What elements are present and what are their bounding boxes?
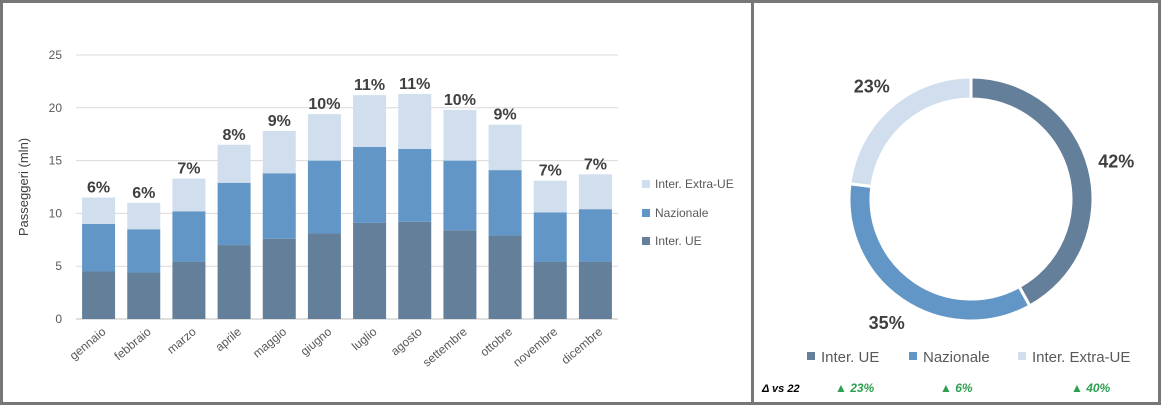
bar-segment-nazionale bbox=[172, 211, 206, 262]
legend-label: Nazionale bbox=[655, 206, 709, 220]
bar-segment-inter-extra-ue bbox=[443, 109, 477, 161]
legend-label: Inter. Extra-UE bbox=[1032, 349, 1130, 366]
bar-segment-inter-ue bbox=[262, 238, 296, 319]
bar-segment-inter-extra-ue bbox=[262, 131, 296, 174]
y-tick-label: 15 bbox=[49, 154, 63, 168]
bar-segment-inter-ue bbox=[353, 222, 387, 319]
x-tick-label: ottobre bbox=[477, 324, 515, 359]
bar-segment-nazionale bbox=[398, 148, 432, 222]
bar-total-label: 11% bbox=[354, 77, 385, 94]
x-tick-label: luglio bbox=[349, 324, 380, 353]
bar-total-label: 11% bbox=[399, 76, 430, 93]
bar-total-label: 7% bbox=[177, 161, 200, 178]
bar-total-label: 10% bbox=[444, 92, 476, 109]
y-tick-label: 5 bbox=[55, 259, 62, 273]
bar-total-label: 9% bbox=[494, 107, 517, 124]
bar-segment-inter-ue bbox=[398, 221, 432, 319]
bar-segment-nazionale bbox=[443, 160, 477, 231]
legend-swatch bbox=[642, 237, 650, 245]
y-tick-label: 10 bbox=[49, 206, 63, 220]
bar-segment-inter-extra-ue bbox=[398, 94, 432, 149]
x-tick-label: maggio bbox=[250, 324, 289, 360]
donut-slice-inter-ue bbox=[969, 75, 1095, 308]
x-tick-label: gennaio bbox=[67, 324, 109, 362]
bar-segment-inter-ue bbox=[307, 233, 341, 319]
x-tick-label: giugno bbox=[298, 324, 335, 358]
bar-segment-inter-ue bbox=[217, 245, 251, 319]
bar-segment-inter-extra-ue bbox=[578, 174, 612, 210]
bar-segment-inter-extra-ue bbox=[533, 180, 567, 213]
delta-title: Δ vs 22 bbox=[761, 383, 800, 395]
bar-total-label: 6% bbox=[132, 185, 155, 202]
legend-label: Inter. Extra-UE bbox=[655, 177, 734, 191]
legend-swatch bbox=[807, 352, 815, 360]
bar-segment-nazionale bbox=[488, 170, 522, 236]
share-donut-panel: 42% 35% 23% Inter. UE Nazionale Inter. Extra-… bbox=[757, 6, 1161, 405]
bar-segment-inter-ue bbox=[578, 261, 612, 319]
share-donut-chart: 42% 35% 23% Inter. UE Nazionale Inter. Extra-… bbox=[761, 75, 1134, 395]
bar-total-label: 7% bbox=[539, 163, 562, 180]
x-tick-label: dicembre bbox=[559, 324, 606, 367]
bar-segment-inter-ue bbox=[488, 235, 522, 319]
bar-segment-nazionale bbox=[217, 182, 251, 246]
bar-segment-inter-extra-ue bbox=[172, 178, 206, 212]
donut-value-label: 23% bbox=[854, 76, 890, 96]
bar-segment-inter-extra-ue bbox=[82, 197, 116, 224]
monthly-bar-chart: 0 5 10 15 20 25 Passeggeri (mln) 6% gennaio 6% feb… bbox=[16, 48, 734, 370]
x-tick-label: novembre bbox=[510, 324, 560, 369]
bar-segment-inter-ue bbox=[82, 271, 116, 319]
bar-segment-inter-ue bbox=[533, 261, 567, 319]
x-tick-label: febbraio bbox=[111, 324, 153, 363]
monthly-passengers-panel: 0 5 10 15 20 25 Passeggeri (mln) 6% gennaio 6% feb… bbox=[6, 6, 754, 405]
panel-divider bbox=[751, 0, 754, 405]
bar-segment-nazionale bbox=[262, 173, 296, 239]
donut-slice-inter-extra-ue bbox=[848, 75, 973, 189]
donut-slice-nazionale bbox=[847, 182, 1032, 323]
y-tick-label: 25 bbox=[49, 48, 63, 62]
bar-segment-inter-extra-ue bbox=[307, 114, 341, 161]
donut-value-label: 42% bbox=[1098, 152, 1134, 172]
donut-value-label: 35% bbox=[869, 313, 905, 333]
bar-segment-nazionale bbox=[578, 209, 612, 262]
legend-swatch bbox=[642, 209, 650, 217]
legend-label: Inter. UE bbox=[655, 234, 702, 248]
bar-segment-nazionale bbox=[307, 160, 341, 234]
bar-total-label: 10% bbox=[308, 96, 340, 113]
bar-segment-inter-extra-ue bbox=[488, 124, 522, 171]
bar-segment-inter-extra-ue bbox=[127, 202, 161, 230]
x-tick-label: marzo bbox=[164, 324, 199, 356]
legend-label: Inter. UE bbox=[821, 349, 879, 366]
legend-label: Nazionale bbox=[923, 349, 990, 366]
x-tick-label: aprile bbox=[213, 324, 245, 354]
legend-swatch bbox=[642, 180, 650, 188]
bar-segment-inter-extra-ue bbox=[353, 95, 387, 147]
y-tick-label: 20 bbox=[49, 101, 63, 115]
delta-value: ▲ 23% bbox=[835, 381, 875, 395]
bar-segment-nazionale bbox=[127, 229, 161, 273]
y-tick-label: 0 bbox=[55, 312, 62, 326]
x-tick-label: agosto bbox=[388, 324, 425, 358]
x-tick-label: settembre bbox=[420, 324, 470, 369]
bar-total-label: 8% bbox=[223, 127, 246, 144]
bar-segment-inter-ue bbox=[127, 272, 161, 319]
bar-segment-nazionale bbox=[82, 223, 116, 272]
bar-segment-inter-extra-ue bbox=[217, 144, 251, 183]
delta-value: ▲ 40% bbox=[1071, 381, 1111, 395]
legend-swatch bbox=[1018, 352, 1026, 360]
bar-segment-nazionale bbox=[353, 146, 387, 223]
bar-segment-inter-ue bbox=[172, 261, 206, 319]
bar-total-label: 6% bbox=[87, 180, 110, 197]
y-axis-title: Passeggeri (mln) bbox=[16, 138, 31, 236]
bar-total-label: 7% bbox=[584, 156, 607, 173]
delta-value: ▲ 6% bbox=[940, 381, 973, 395]
bar-total-label: 9% bbox=[268, 113, 291, 130]
bar-segment-nazionale bbox=[533, 212, 567, 262]
bar-segment-inter-ue bbox=[443, 230, 477, 319]
legend-swatch bbox=[909, 352, 917, 360]
